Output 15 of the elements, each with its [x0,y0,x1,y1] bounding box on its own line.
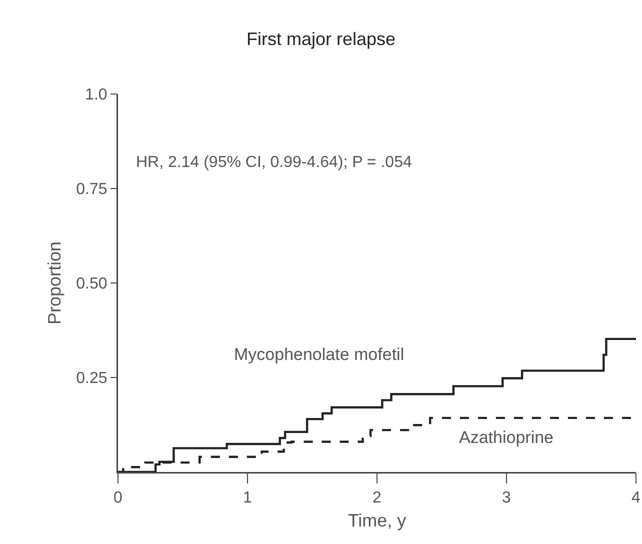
series-label: Azathioprine [459,428,554,447]
series-label: Mycophenolate mofetil [234,345,404,364]
x-tick-label: 0 [114,490,123,507]
y-tick-label: 0.75 [76,181,108,198]
x-tick-label: 4 [632,490,641,507]
y-tick-label: 0.50 [76,276,108,293]
x-tick-label: 2 [372,490,382,507]
x-axis-title: Time, y [348,510,406,531]
chart-title: First major relapse [246,29,396,50]
y-axis-title: Proportion [44,241,65,325]
annotation: HR, 2.14 (95% CI, 0.99-4.64); P = .054 [136,154,412,171]
x-tick-label: 3 [502,490,512,507]
x-tick-label: 1 [243,490,252,507]
y-tick-label: 0.25 [76,370,108,388]
y-tick-label: 1.0 [85,86,108,104]
